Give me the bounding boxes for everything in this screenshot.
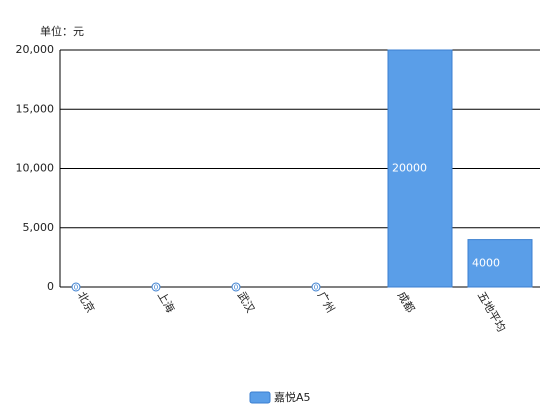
bar	[467, 239, 533, 288]
y-axis-label: 单位：元	[40, 24, 84, 38]
data-label: 4000	[472, 256, 500, 269]
y-tick-label: 0	[47, 280, 54, 293]
x-tick-label: 上海	[155, 289, 178, 315]
x-tick-label: 北京	[75, 289, 98, 315]
data-label-bg	[311, 282, 321, 292]
data-label-bg	[231, 282, 241, 292]
data-label: 20000	[392, 162, 427, 175]
legend-label: 嘉悦A5	[274, 390, 311, 404]
x-tick-label: 五地平均	[475, 290, 508, 335]
legend-swatch	[249, 391, 271, 404]
data-label-bg	[151, 282, 161, 292]
x-tick-label: 广州	[315, 290, 337, 316]
x-tick-label: 武汉	[235, 290, 257, 316]
data-label: 0	[74, 284, 78, 292]
y-tick-label: 15,000	[16, 102, 55, 115]
data-label: 0	[154, 284, 158, 292]
bar	[387, 49, 453, 288]
x-tick-label: 成都	[395, 290, 417, 316]
y-tick-label: 20,000	[16, 43, 55, 56]
data-label-bg	[71, 282, 81, 292]
data-label: 0	[234, 284, 238, 292]
y-tick-label: 5,000	[23, 221, 55, 234]
data-label: 0	[314, 284, 318, 292]
y-tick-label: 10,000	[16, 162, 55, 175]
